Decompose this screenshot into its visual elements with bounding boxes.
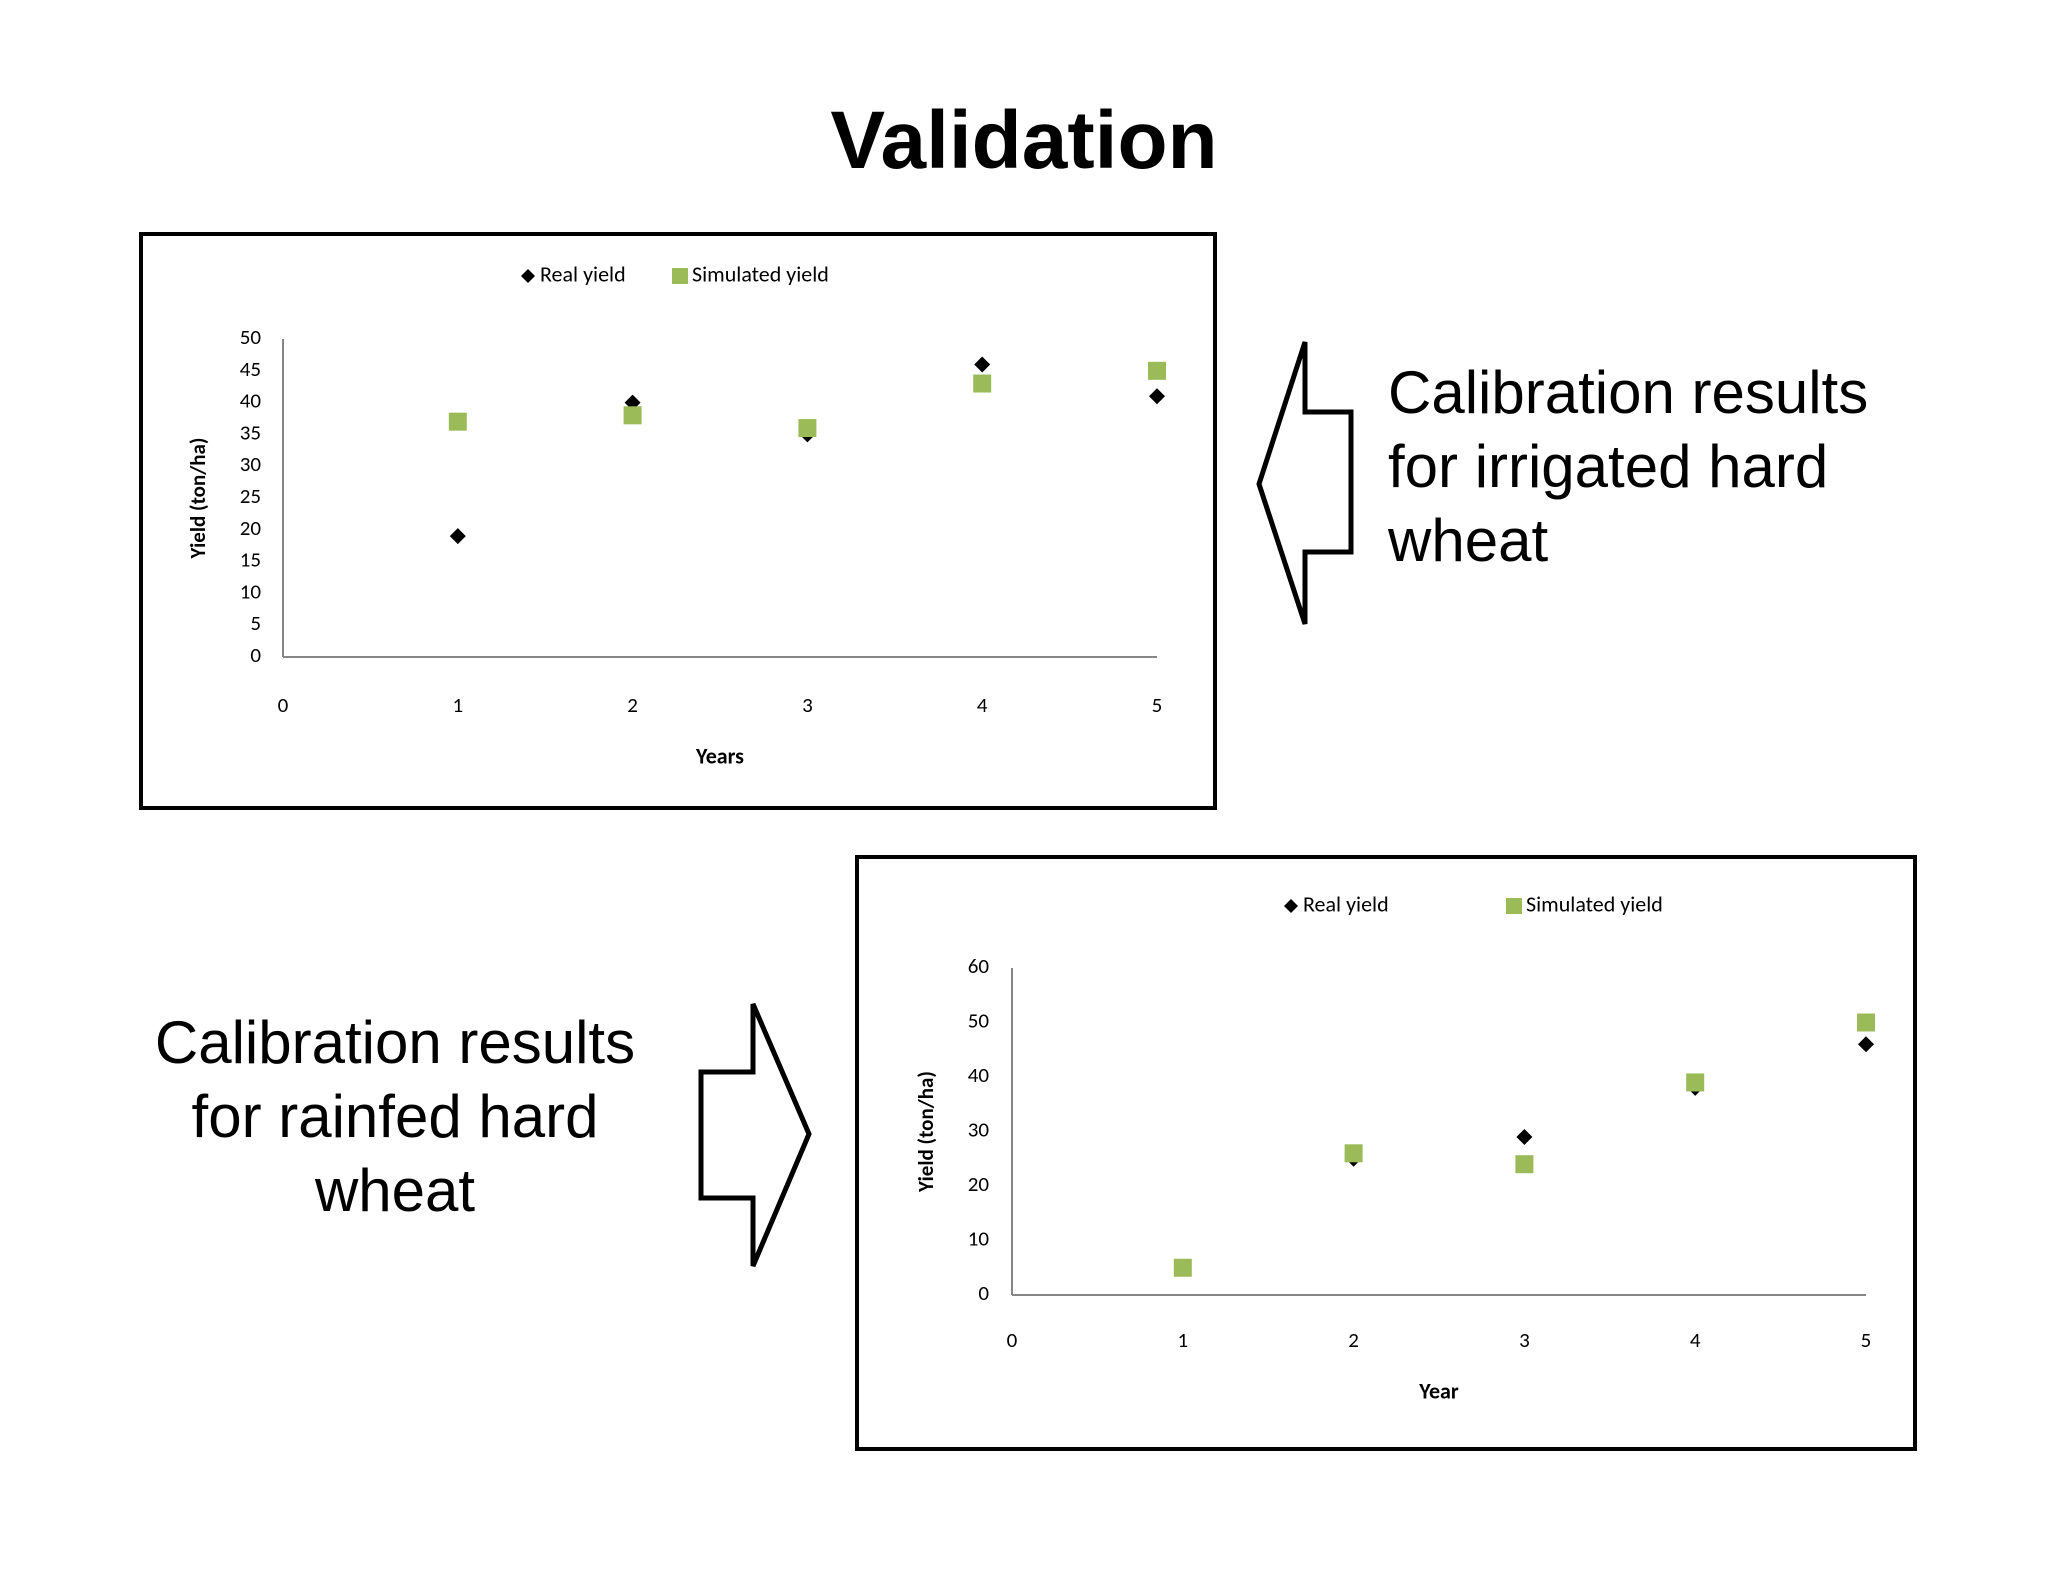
x-axis-label: Year	[1418, 1377, 1459, 1404]
irrigated-caption: Calibration results for irrigated hard w…	[1388, 356, 1988, 578]
irrigated-caption-line-1: Calibration results	[1388, 359, 1869, 426]
x-tick-label: 4	[977, 692, 988, 718]
legend-simulated-marker	[1506, 898, 1522, 914]
y-tick-label: 35	[240, 419, 261, 445]
rainfed-yield-chart: 0 10 20 30 40 50 60 0 1 2 3 4 5 Year Yield (ton/ha) Rea…	[855, 855, 1917, 1451]
x-axis-label: Years	[695, 742, 744, 769]
simulated-yield-point	[1686, 1073, 1705, 1092]
y-axis-label: Yield (ton/ha)	[913, 1071, 939, 1193]
x-tick-label: 5	[1152, 692, 1163, 718]
rainfed-chart-svg: 0 10 20 30 40 50 60 0 1 2 3 4 5 Year Yield (ton/ha) Rea…	[913, 890, 1875, 1404]
y-tick-label: 20	[968, 1171, 990, 1197]
rainfed-caption: Calibration results for rainfed hard whe…	[130, 1006, 660, 1228]
left-arrow-icon	[1256, 341, 1354, 625]
simulated-yield-point	[1344, 1144, 1363, 1163]
y-tick-label: 10	[968, 1226, 990, 1252]
y-tick-label: 5	[250, 610, 261, 636]
simulated-yield-point	[1148, 361, 1166, 380]
legend-simulated-marker	[672, 268, 688, 284]
y-tick-label: 40	[240, 388, 262, 414]
slide-title: Validation	[830, 95, 1218, 186]
right-arrow-icon	[698, 1003, 812, 1267]
legend-simulated-label: Simulated yield	[1526, 890, 1663, 917]
y-tick-label: 40	[968, 1062, 990, 1088]
legend-real-label: Real yield	[1303, 890, 1389, 917]
x-tick-label: 5	[1861, 1327, 1872, 1353]
rainfed-caption-line-3: wheat	[314, 1157, 476, 1224]
y-axis-label: Yield (ton/ha)	[185, 438, 211, 560]
y-tick-label: 0	[978, 1280, 989, 1306]
real-yield-point	[1516, 1128, 1533, 1145]
x-tick-label: 3	[802, 692, 813, 718]
y-tick-label: 25	[240, 483, 261, 509]
x-tick-label: 0	[278, 692, 289, 718]
simulated-yield-point	[1173, 1258, 1192, 1277]
y-tick-label: 30	[240, 451, 262, 477]
y-tick-label: 20	[240, 515, 262, 541]
y-tick-label: 0	[250, 642, 261, 668]
x-tick-label: 1	[452, 692, 463, 718]
simulated-yield-point	[448, 412, 467, 431]
simulated-yield-point	[973, 374, 992, 393]
simulated-yield-point	[1857, 1013, 1875, 1032]
rainfed-caption-line-1: Calibration results	[154, 1009, 636, 1076]
y-tick-label: 15	[240, 547, 261, 573]
y-tick-label: 30	[968, 1117, 990, 1143]
real-yield-point	[449, 528, 466, 545]
y-tick-label: 50	[968, 1008, 990, 1034]
simulated-yield-point	[623, 406, 642, 425]
simulated-yield-point	[1515, 1155, 1534, 1174]
y-tick-label: 50	[240, 324, 262, 350]
x-tick-label: 2	[627, 692, 638, 718]
x-tick-label: 2	[1348, 1327, 1359, 1353]
real-yield-point	[974, 356, 991, 373]
irrigated-caption-line-2: for irrigated hard	[1388, 433, 1829, 500]
real-yield-point	[1149, 388, 1165, 405]
x-tick-label: 3	[1519, 1327, 1530, 1353]
legend-real-label: Real yield	[540, 260, 626, 287]
x-tick-label: 4	[1690, 1327, 1701, 1353]
legend-real-marker	[1284, 899, 1298, 913]
y-tick-label: 45	[240, 356, 261, 382]
legend-real-marker	[521, 269, 535, 283]
irrigated-caption-line-3: wheat	[1388, 507, 1549, 574]
simulated-yield-point	[798, 419, 817, 438]
x-tick-label: 1	[1177, 1327, 1188, 1353]
rainfed-caption-line-2: for rainfed hard	[191, 1083, 599, 1150]
y-tick-label: 10	[240, 578, 262, 604]
real-yield-point	[1858, 1036, 1874, 1053]
x-tick-label: 0	[1007, 1327, 1018, 1353]
y-tick-label: 60	[968, 953, 990, 979]
irrigated-yield-chart: 0 5 10 15 20 25 30 35 40 45 50 0 1 2 3 4 5 Years Yield (to…	[139, 232, 1217, 810]
legend-simulated-label: Simulated yield	[692, 260, 829, 287]
